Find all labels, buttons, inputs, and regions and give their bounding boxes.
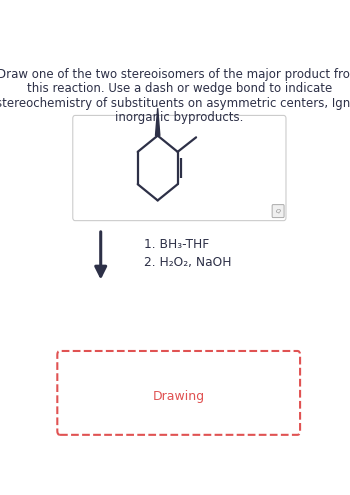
Text: inorganic byproducts.: inorganic byproducts. (115, 111, 244, 124)
Polygon shape (155, 108, 160, 136)
Text: Drawing: Drawing (153, 390, 205, 403)
FancyBboxPatch shape (272, 204, 284, 218)
Text: 2. H₂O₂, NaOH: 2. H₂O₂, NaOH (144, 256, 232, 269)
Text: 1. BH₃-THF: 1. BH₃-THF (144, 238, 209, 251)
FancyBboxPatch shape (73, 115, 286, 221)
Text: this reaction. Use a dash or wedge bond to indicate: this reaction. Use a dash or wedge bond … (27, 82, 332, 95)
Text: Q: Q (276, 208, 281, 214)
Text: Draw one of the two stereoisomers of the major product from: Draw one of the two stereoisomers of the… (0, 68, 350, 81)
Text: stereochemistry of substituents on asymmetric centers, Ignor: stereochemistry of substituents on asymm… (0, 97, 350, 110)
